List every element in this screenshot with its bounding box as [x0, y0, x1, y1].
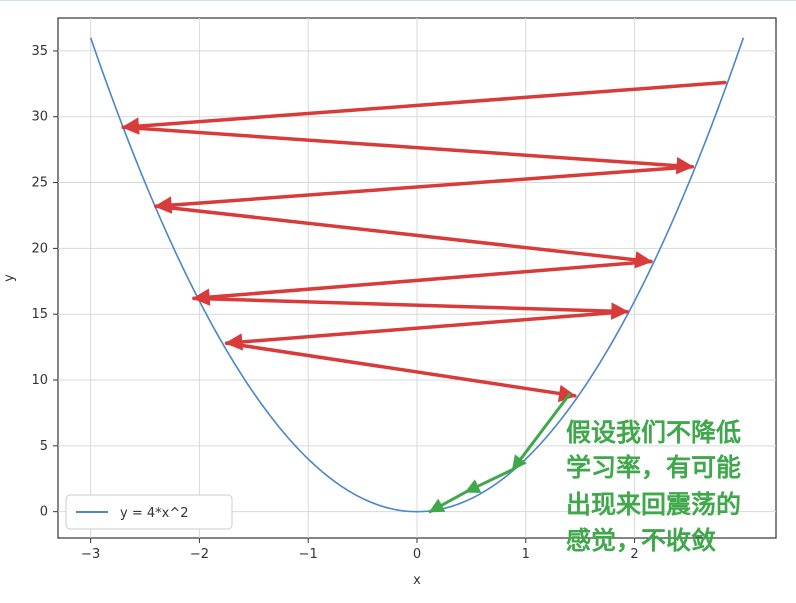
red-step-arrow — [224, 309, 629, 351]
y-axis-label: y — [2, 274, 17, 282]
y-tick-label: 30 — [31, 110, 48, 125]
legend-label: y = 4*x^2 — [120, 506, 188, 521]
red-step-arrows — [121, 80, 727, 403]
x-tick-label: −3 — [81, 547, 100, 562]
red-step-arrow — [121, 125, 694, 175]
x-tick-label: 1 — [522, 547, 530, 562]
legend: y = 4*x^2 — [65, 494, 233, 530]
green-step-arrows — [428, 393, 571, 514]
red-step-arrow — [192, 296, 629, 320]
note-line-1: 假设我们不降低 — [566, 418, 741, 447]
red-step-arrow — [224, 341, 577, 403]
y-tick-label: 15 — [31, 307, 48, 322]
y-tick-label: 25 — [31, 176, 48, 191]
x-tick-label: −2 — [190, 547, 209, 562]
y-tick-label: 20 — [31, 241, 48, 256]
red-step-arrow — [192, 259, 653, 306]
green-step-arrow — [464, 468, 515, 494]
y-tick-label: 5 — [40, 439, 48, 454]
x-tick-label: −1 — [299, 547, 318, 562]
note-line-3: 出现来回震荡的 — [566, 490, 741, 519]
note-line-2: 学习率，有可能 — [566, 453, 741, 482]
red-step-arrow — [121, 80, 727, 135]
x-tick-label: 0 — [413, 547, 421, 562]
red-step-arrow — [154, 204, 653, 269]
x-tick-label: 2 — [630, 547, 638, 562]
legend-box — [65, 494, 233, 530]
grid — [58, 18, 776, 538]
x-axis-label: x — [413, 573, 421, 588]
annotation-note: 假设我们不降低 学习率，有可能 出现来回震荡的 感觉，不收敛 — [566, 418, 741, 555]
green-step-arrow — [428, 490, 468, 514]
green-step-arrow — [511, 393, 571, 472]
note-line-4: 感觉，不收敛 — [566, 526, 716, 555]
y-tick-label: 0 — [40, 505, 48, 520]
red-step-arrow — [154, 165, 694, 214]
y-tick-label: 10 — [31, 373, 48, 388]
y-tick-label: 35 — [31, 44, 48, 59]
